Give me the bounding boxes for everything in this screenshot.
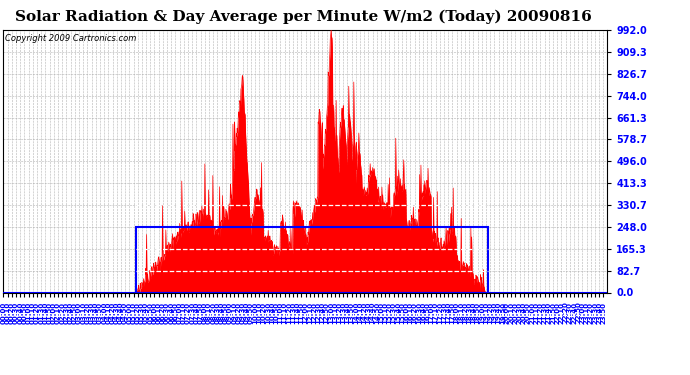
Bar	[136, 227, 489, 292]
Text: Copyright 2009 Cartronics.com: Copyright 2009 Cartronics.com	[5, 34, 136, 43]
Text: Solar Radiation & Day Average per Minute W/m2 (Today) 20090816: Solar Radiation & Day Average per Minute…	[15, 9, 592, 24]
